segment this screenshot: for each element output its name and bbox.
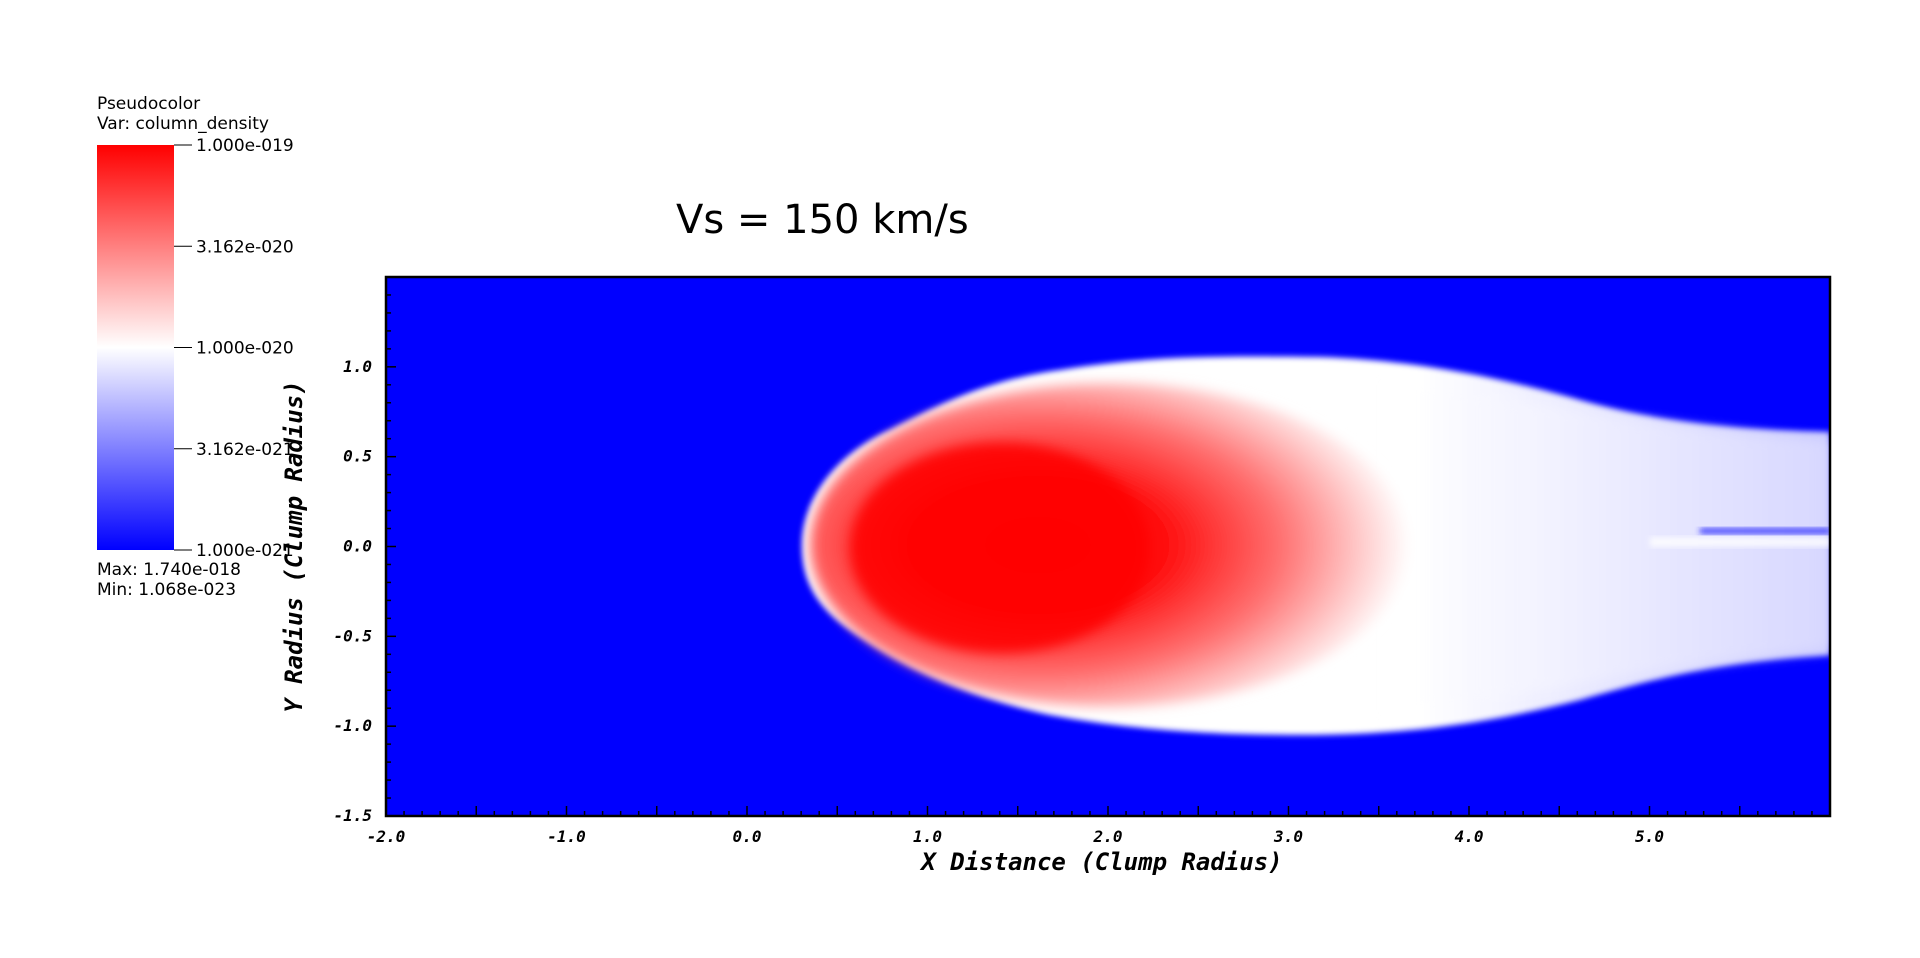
legend-min: Min: 1.068e-023 xyxy=(97,580,237,600)
y-tick-label: 0.0 xyxy=(343,537,372,556)
y-tick-label: -0.5 xyxy=(333,626,372,645)
x-tick-label: 1.0 xyxy=(913,827,942,846)
x-tick-label: -1.0 xyxy=(547,827,586,846)
colorbar-tick-label: 1.000e-021 xyxy=(196,541,294,561)
legend-variable: Var: column_density xyxy=(97,114,269,134)
x-tick-label: 5.0 xyxy=(1635,827,1664,846)
y-tick-label: 0.5 xyxy=(343,447,372,466)
y-axis-title: Y Radius (Clump Radius) xyxy=(280,380,308,712)
y-tick-label: 1.0 xyxy=(343,357,372,376)
colorbar xyxy=(97,145,174,550)
colorbar-tick-label: 3.162e-020 xyxy=(196,237,294,257)
x-tick-label: 4.0 xyxy=(1455,827,1484,846)
y-tick-label: -1.0 xyxy=(333,716,372,735)
heatmap-field xyxy=(386,277,1830,816)
x-tick-label: 2.0 xyxy=(1093,827,1123,846)
colorbar-tick-label: 3.162e-021 xyxy=(196,440,294,460)
colorbar-tick-label: 1.000e-020 xyxy=(196,339,294,359)
y-tick-label: -1.5 xyxy=(333,806,372,825)
plot-title: Vs = 150 km/s xyxy=(676,197,969,243)
x-tick-label: -2.0 xyxy=(367,827,406,846)
x-tick-label: 3.0 xyxy=(1273,827,1303,846)
x-tick-label: 0.0 xyxy=(733,827,762,846)
colorbar-tick-label: 1.000e-019 xyxy=(196,136,294,156)
x-axis-title: X Distance (Clump Radius) xyxy=(919,848,1282,876)
legend-max: Max: 1.740e-018 xyxy=(97,560,241,580)
legend-title: Pseudocolor xyxy=(97,94,201,114)
